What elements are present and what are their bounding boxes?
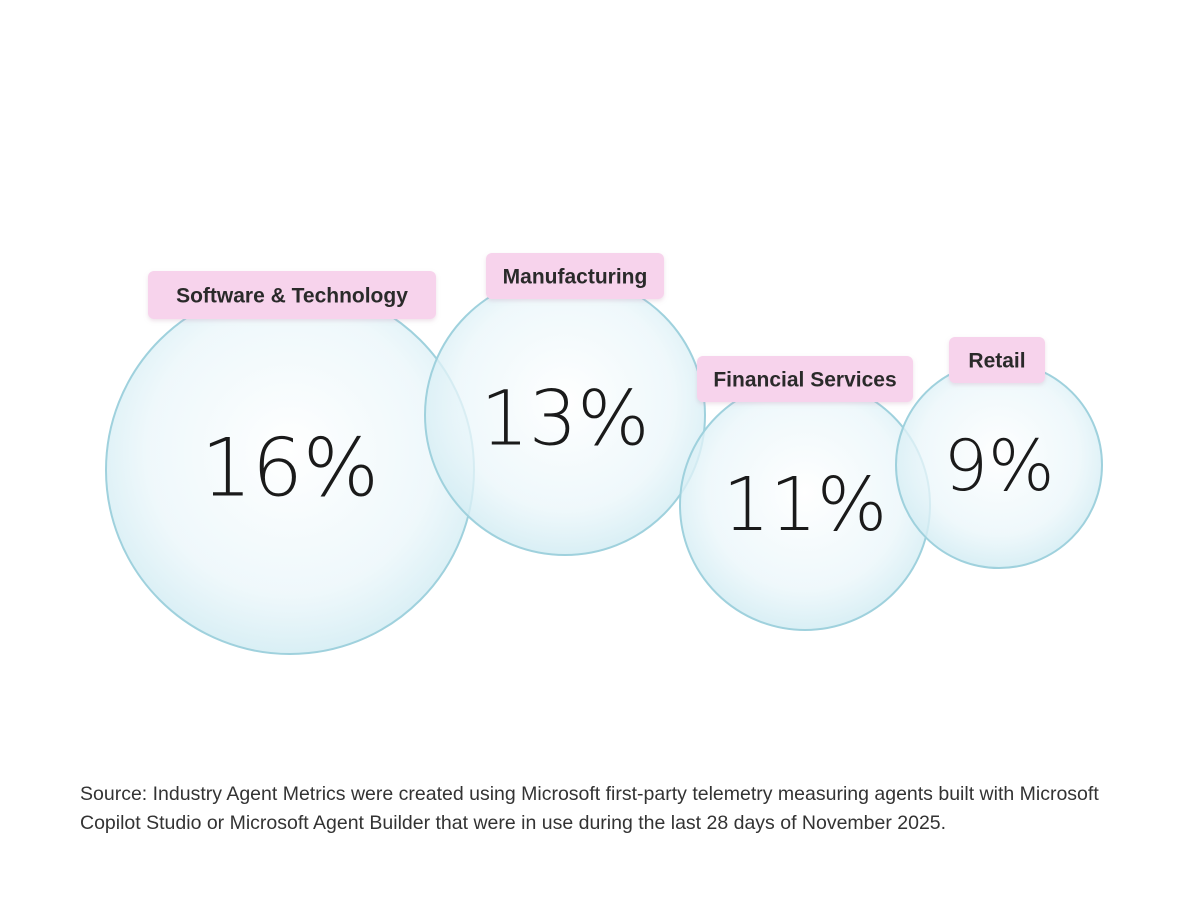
category-tag-background xyxy=(148,271,436,319)
category-tag-background xyxy=(697,356,913,402)
source-note: Source: Industry Agent Metrics were crea… xyxy=(80,783,1099,834)
tags-layer: Software & Technology Manufacturing Financ… xyxy=(148,253,1045,402)
category-label-financial-services: Financial Services xyxy=(713,369,896,392)
bubble-value-financial-services: 11% xyxy=(723,462,887,548)
bubble-value-software-and-technology: 16% xyxy=(201,422,379,515)
bubble-value-retail: 9% xyxy=(943,425,1054,507)
bubble-value-manufacturing: 13% xyxy=(481,374,650,463)
category-tag-retail: Retail xyxy=(949,337,1045,383)
category-tag-background xyxy=(949,337,1045,383)
category-label-retail: Retail xyxy=(968,350,1025,373)
category-label-manufacturing: Manufacturing xyxy=(503,266,648,289)
category-tag-background xyxy=(486,253,664,299)
bubbles-layer xyxy=(105,274,1103,655)
category-tag-manufacturing: Manufacturing xyxy=(486,253,664,299)
category-label-software-and-technology: Software & Technology xyxy=(176,285,408,308)
category-tag-financial-services: Financial Services xyxy=(697,356,913,402)
category-tag-software-and-technology: Software & Technology xyxy=(148,271,436,319)
values-layer: 16% 13% 11% 9% xyxy=(201,374,1054,549)
